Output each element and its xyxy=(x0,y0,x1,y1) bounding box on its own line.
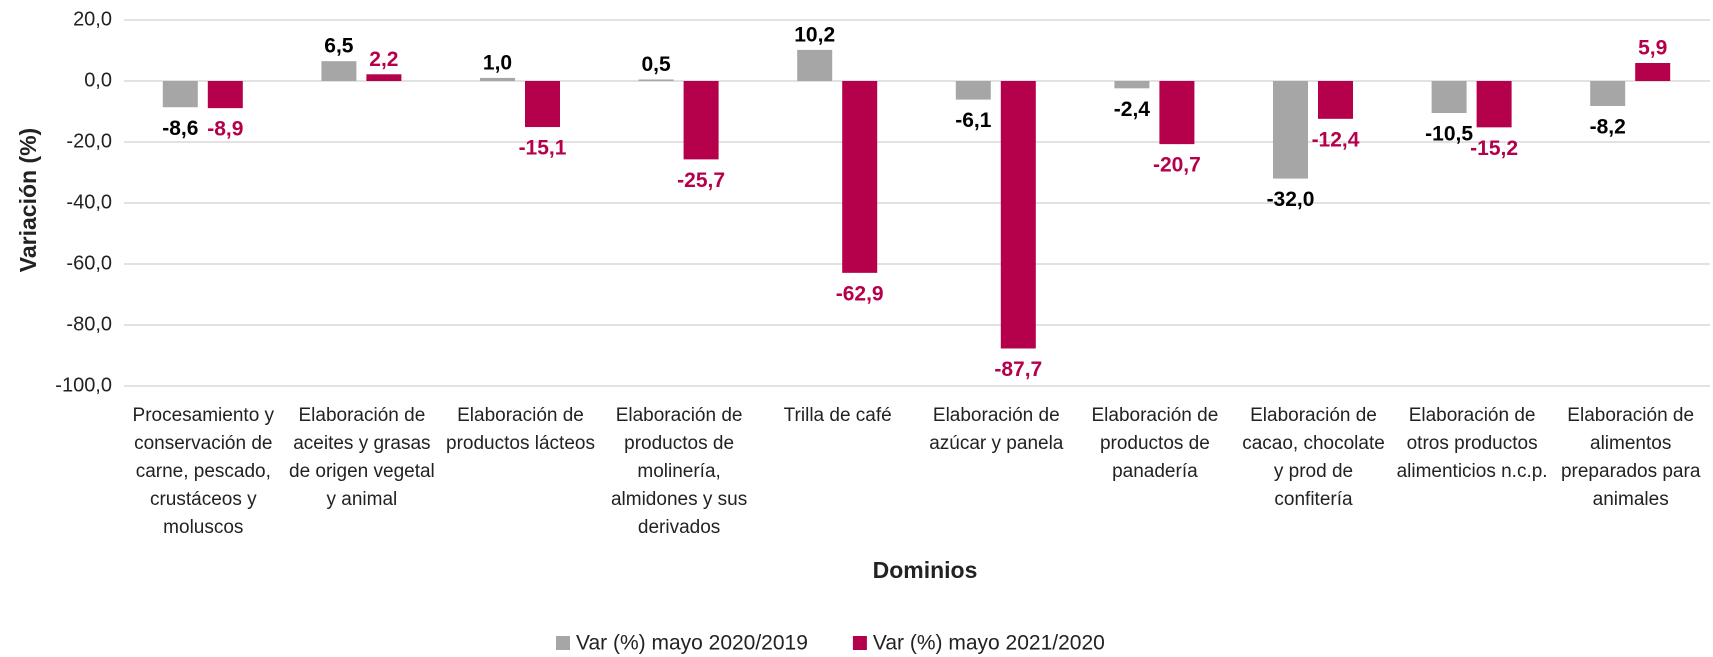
data-label: 0,5 xyxy=(641,53,671,76)
data-label: -2,4 xyxy=(1114,98,1151,121)
bar xyxy=(162,81,198,108)
data-label: -8,2 xyxy=(1590,116,1626,139)
data-label: -10,5 xyxy=(1425,123,1473,146)
bar xyxy=(366,74,402,81)
y-tick-label: 20,0 xyxy=(73,8,112,30)
bar xyxy=(321,61,357,81)
x-tick-label: Procesamiento y conservación de carne, p… xyxy=(132,405,275,538)
bar xyxy=(1590,81,1626,107)
data-label: -62,9 xyxy=(836,282,884,305)
y-tick-label: 0,0 xyxy=(84,69,112,91)
data-label: -8,6 xyxy=(162,117,198,140)
y-tick-label: -20,0 xyxy=(66,130,112,152)
data-label: -15,1 xyxy=(519,137,567,160)
bar xyxy=(480,77,515,81)
bar xyxy=(525,81,560,128)
bar xyxy=(1114,81,1150,89)
data-label: 2,2 xyxy=(369,48,398,71)
x-tick-label: Elaboración de cacao, chocolate y prod d… xyxy=(1242,405,1385,510)
legend-label: Var (%) mayo 2021/2020 xyxy=(873,632,1105,655)
data-label: 6,5 xyxy=(324,35,354,58)
legend-label: Var (%) mayo 2020/2019 xyxy=(576,632,808,655)
data-label: 1,0 xyxy=(483,51,512,74)
x-axis-title: Dominios xyxy=(873,557,978,583)
y-tick-label: -60,0 xyxy=(66,252,112,274)
bar xyxy=(1635,63,1671,81)
bar xyxy=(638,79,674,81)
x-tick-label: Elaboración de productos lácteos xyxy=(446,405,595,454)
bar xyxy=(683,81,719,160)
x-tick-label: Trilla de café xyxy=(783,405,892,426)
data-label: -12,4 xyxy=(1312,128,1360,151)
data-label: -87,7 xyxy=(994,358,1042,381)
bar xyxy=(842,81,878,273)
bar xyxy=(207,81,243,109)
x-tick-label: Elaboración de productos de panadería xyxy=(1091,405,1219,482)
bar xyxy=(1000,81,1036,349)
x-tick-label: Elaboración de aceites y grasas de orige… xyxy=(289,405,435,510)
x-tick-label: Elaboración de azúcar y panela xyxy=(929,405,1064,454)
x-tick-label: Elaboración de alimentos preparados para… xyxy=(1560,405,1701,510)
bar xyxy=(1318,81,1353,119)
data-label: -20,7 xyxy=(1153,154,1201,177)
data-label: -25,7 xyxy=(677,169,725,192)
data-label: -32,0 xyxy=(1267,188,1315,211)
data-label: 10,2 xyxy=(794,23,835,46)
bar xyxy=(1431,81,1467,114)
data-label: -6,1 xyxy=(955,109,992,132)
legend-swatch xyxy=(852,636,867,650)
data-label: 5,9 xyxy=(1638,37,1667,60)
bar xyxy=(1159,81,1195,145)
bar xyxy=(1273,81,1308,179)
x-tick-label: Elaboración de productos de molinería, a… xyxy=(610,405,748,538)
bar xyxy=(1476,81,1512,128)
y-tick-label: -40,0 xyxy=(66,191,112,213)
y-axis-title: Variación (%) xyxy=(15,128,41,272)
x-tick-label: Elaboración de otros productos alimentic… xyxy=(1396,405,1548,482)
data-label: -15,2 xyxy=(1470,137,1518,160)
y-tick-label: -80,0 xyxy=(66,313,112,335)
bar xyxy=(955,81,991,100)
bar xyxy=(797,49,833,81)
y-tick-label: -100,0 xyxy=(55,374,112,396)
legend-swatch xyxy=(556,636,570,650)
data-label: -8,9 xyxy=(207,118,243,141)
